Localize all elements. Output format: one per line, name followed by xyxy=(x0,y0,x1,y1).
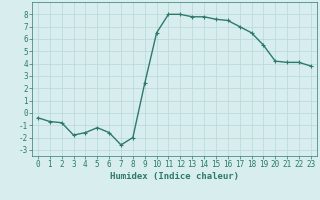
X-axis label: Humidex (Indice chaleur): Humidex (Indice chaleur) xyxy=(110,172,239,181)
